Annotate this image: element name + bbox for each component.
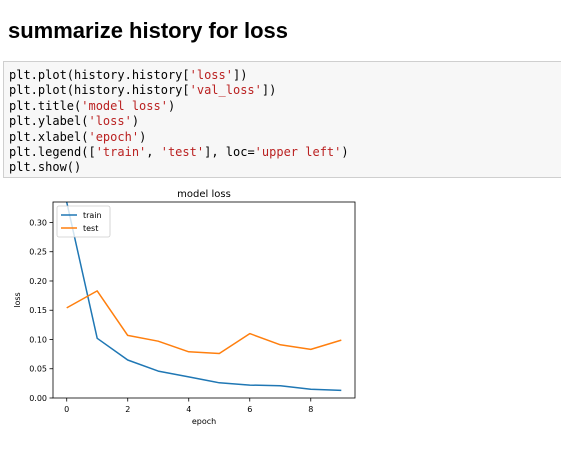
chart-title: model loss bbox=[177, 189, 231, 200]
code-string: 'loss' bbox=[189, 68, 233, 82]
x-tick-label: 0 bbox=[64, 405, 69, 414]
loss-chart: 0 2 4 6 8 0.00 0.05 0.10 0.15 0.20 0.25 0.30 model l… bbox=[13, 189, 356, 426]
x-tick-label: 6 bbox=[247, 405, 252, 414]
code-string: 'model loss' bbox=[81, 98, 168, 113]
x-tick-label: 8 bbox=[308, 405, 313, 414]
code-text: plt.plot(history.history[ bbox=[9, 68, 190, 82]
code-text: ) bbox=[131, 114, 140, 129]
code-string: 'val_loss' bbox=[189, 83, 262, 98]
code-text: plt.title( bbox=[9, 98, 82, 113]
code-text: plt.plot(history.history[ bbox=[9, 83, 190, 98]
code-line: plt.xlabel('epoch') bbox=[9, 130, 146, 144]
code-editor[interactable]: plt.plot(history.history['loss']) plt.pl… bbox=[9, 68, 349, 176]
plot-frame bbox=[52, 201, 356, 399]
legend-label-test: test bbox=[83, 224, 98, 233]
code-text: plt.ylabel( bbox=[9, 114, 89, 129]
cell-output: 0 2 4 6 8 0.00 0.05 0.10 0.15 0.20 0.25 0.30 model l… bbox=[0, 182, 561, 449]
y-tick-label: 0.10 bbox=[29, 335, 47, 344]
y-tick-label: 0.30 bbox=[29, 218, 47, 227]
code-text: ]) bbox=[261, 83, 277, 98]
y-tick-label: 0.05 bbox=[29, 365, 47, 374]
code-line: plt.ylabel('loss') bbox=[9, 114, 139, 128]
code-string: 'epoch' bbox=[88, 129, 140, 144]
code-string: 'loss' bbox=[88, 114, 132, 129]
code-string: 'upper left' bbox=[254, 145, 342, 160]
code-text: plt.xlabel( bbox=[9, 129, 89, 144]
section-heading: summarize history for loss bbox=[8, 18, 288, 43]
code-string: 'train' bbox=[95, 145, 147, 160]
legend-box bbox=[56, 205, 111, 238]
code-line: plt.legend(['train', 'test'], loc='upper… bbox=[9, 145, 349, 159]
y-axis-label: loss bbox=[13, 292, 22, 307]
code-text: plt.legend([ bbox=[9, 145, 96, 160]
code-string: 'test' bbox=[160, 145, 205, 160]
code-line: plt.title('model loss') bbox=[9, 99, 175, 113]
y-tick-label: 0.25 bbox=[29, 248, 47, 257]
y-tick-label: 0.15 bbox=[29, 306, 47, 315]
code-line: plt.plot(history.history['val_loss']) bbox=[9, 83, 276, 97]
code-cell[interactable]: plt.plot(history.history['loss']) plt.pl… bbox=[3, 61, 561, 178]
code-text: ]) bbox=[232, 68, 248, 82]
code-text: plt.show() bbox=[9, 160, 82, 175]
code-line: plt.show() bbox=[9, 160, 81, 174]
x-tick-label: 2 bbox=[125, 405, 130, 414]
code-text: ) bbox=[341, 145, 349, 160]
code-text: ], loc= bbox=[204, 145, 255, 160]
code-text: , bbox=[146, 145, 161, 160]
series-line-test bbox=[66, 290, 342, 355]
code-line: plt.plot(history.history['loss']) bbox=[9, 68, 247, 82]
series-line-train bbox=[65, 201, 342, 392]
x-tick-label: 4 bbox=[186, 405, 191, 414]
x-axis-label: epoch bbox=[192, 417, 216, 426]
code-text: ) bbox=[139, 129, 147, 144]
code-text: ) bbox=[167, 98, 176, 113]
y-tick-label: 0.00 bbox=[29, 394, 47, 403]
y-tick-label: 0.20 bbox=[29, 277, 47, 286]
legend-label-train: train bbox=[83, 211, 102, 220]
